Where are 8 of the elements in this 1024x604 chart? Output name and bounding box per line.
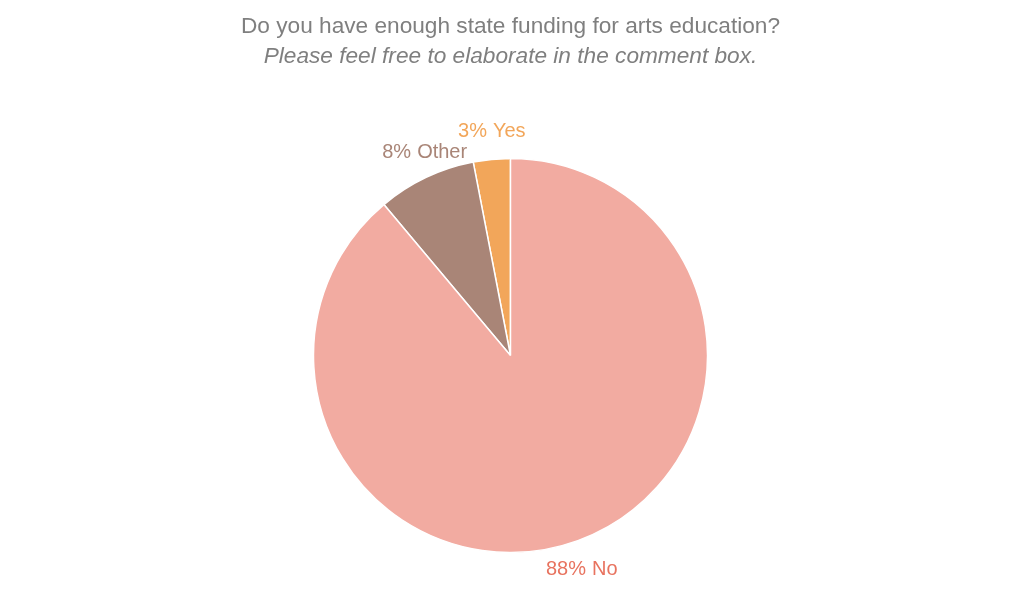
slice-label: Other	[417, 139, 468, 162]
chart-subtitle: Please feel free to elaborate in the comment box.	[263, 41, 758, 68]
chart-title: Do you have enough state funding for arts education?	[240, 11, 781, 38]
data-label: 3%	[458, 118, 488, 141]
data-label: 8%	[382, 139, 412, 162]
slice-label: Yes	[492, 118, 526, 141]
data-label: 88%	[545, 557, 587, 580]
slice-label: No	[591, 557, 618, 580]
